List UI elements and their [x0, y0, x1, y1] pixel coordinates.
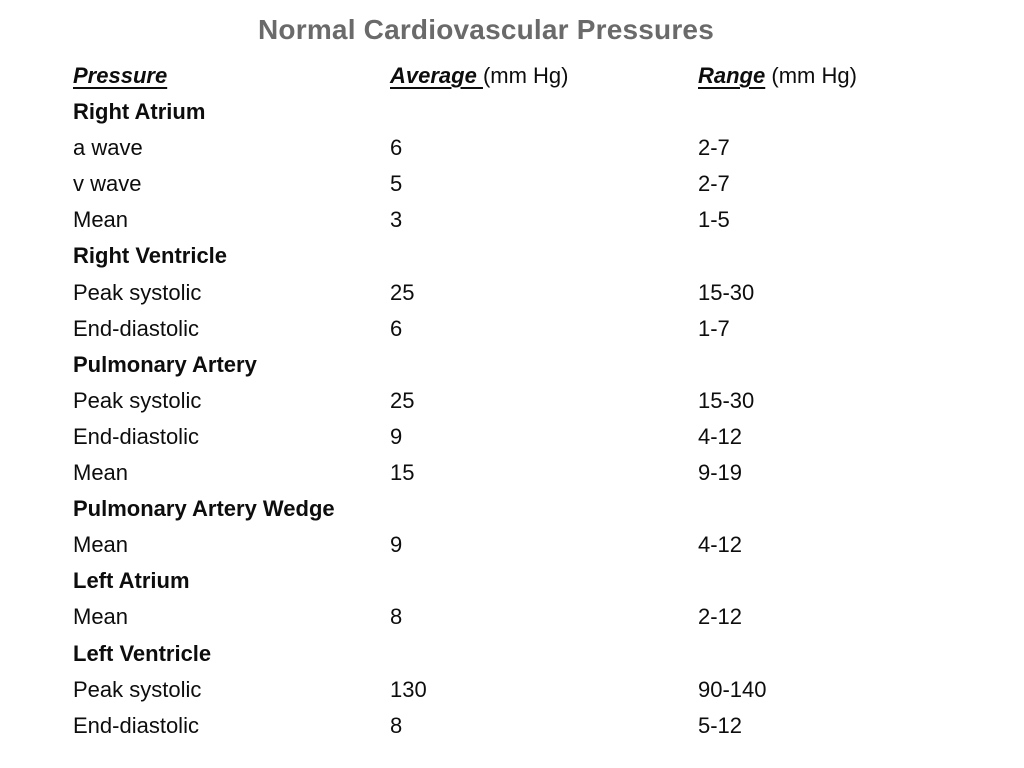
header-cell-range: Range (mm Hg)	[698, 58, 1014, 94]
row-range: 4-12	[698, 532, 743, 558]
row-label: Left Atrium	[73, 568, 190, 594]
row-average: 25	[390, 279, 415, 305]
table-row: Peak systolic 25 15-30	[73, 383, 1014, 419]
row-label: Pulmonary Artery	[73, 351, 257, 377]
row-range: 15-30	[698, 279, 755, 305]
table-row: Mean 9 4-12	[73, 527, 1014, 563]
table-row: v wave 5 2-7	[73, 166, 1014, 202]
section-row-right-ventricle: Right Ventricle	[73, 238, 1014, 274]
header-cell-average: Average (mm Hg)	[390, 58, 698, 94]
row-label: Peak systolic	[73, 279, 202, 305]
header-pressure-label: Pressure	[73, 63, 168, 88]
row-label: Peak systolic	[73, 387, 202, 413]
row-label: Mean	[73, 532, 129, 558]
row-range	[698, 94, 1014, 130]
table-row: a wave 6 2-7	[73, 130, 1014, 166]
row-range: 9-19	[698, 460, 743, 486]
row-average: 9	[390, 423, 403, 449]
row-label: Mean	[73, 604, 129, 630]
row-range	[698, 563, 1014, 599]
row-average: 8	[390, 712, 403, 738]
table-row: Peak systolic 25 15-30	[73, 275, 1014, 311]
row-label: Left Ventricle	[73, 640, 212, 666]
row-average	[390, 563, 698, 599]
row-average	[390, 491, 698, 527]
row-range: 2-7	[698, 171, 730, 197]
section-row-left-atrium: Left Atrium	[73, 563, 1014, 599]
section-row-pulmonary-artery: Pulmonary Artery	[73, 347, 1014, 383]
table-header-row: Pressure Average (mm Hg) Range (mm Hg)	[73, 58, 1014, 94]
table-row: Mean 3 1-5	[73, 202, 1014, 238]
header-average-unit: (mm Hg)	[482, 63, 569, 88]
row-average: 15	[390, 460, 415, 486]
row-label: v wave	[73, 171, 142, 197]
row-range: 1-5	[698, 207, 730, 233]
row-label: End-diastolic	[73, 423, 199, 449]
row-label: Right Ventricle	[73, 243, 228, 269]
row-range: 5-12	[698, 712, 743, 738]
header-cell-pressure: Pressure	[73, 58, 390, 94]
row-range	[698, 636, 1014, 672]
row-average: 9	[390, 532, 403, 558]
row-range: 2-12	[698, 604, 743, 630]
row-label: a wave	[73, 135, 143, 161]
row-range: 15-30	[698, 387, 755, 413]
row-average	[390, 238, 698, 274]
row-range: 1-7	[698, 315, 730, 341]
pressure-table: Pressure Average (mm Hg) Range (mm Hg) R…	[73, 58, 1014, 744]
table-row: Mean 8 2-12	[73, 599, 1014, 635]
row-label: End-diastolic	[73, 315, 199, 341]
table-row: Mean 15 9-19	[73, 455, 1014, 491]
header-range-label: Range	[698, 63, 766, 88]
row-average: 25	[390, 387, 415, 413]
row-average	[390, 94, 698, 130]
row-range	[698, 238, 1014, 274]
row-label: Mean	[73, 460, 129, 486]
row-average	[390, 636, 698, 672]
table-row: End-diastolic 6 1-7	[73, 311, 1014, 347]
header-range-unit: (mm Hg)	[765, 63, 857, 88]
row-average: 3	[390, 207, 403, 233]
row-range: 4-12	[698, 423, 743, 449]
row-label: End-diastolic	[73, 712, 199, 738]
row-range	[698, 491, 1014, 527]
table-row: Peak systolic 130 90-140	[73, 672, 1014, 708]
row-label: Right Atrium	[73, 99, 206, 125]
slide-title: Normal Cardiovascular Pressures	[258, 14, 714, 45]
row-average: 5	[390, 171, 403, 197]
table-row: End-diastolic 8 5-12	[73, 708, 1014, 744]
row-range: 90-140	[698, 676, 767, 702]
row-average	[390, 347, 698, 383]
row-average: 130	[390, 676, 427, 702]
row-label: Mean	[73, 207, 129, 233]
section-row-left-ventricle: Left Ventricle	[73, 636, 1014, 672]
row-range: 2-7	[698, 135, 730, 161]
row-range	[698, 347, 1014, 383]
row-label: Peak systolic	[73, 676, 202, 702]
table-row: End-diastolic 9 4-12	[73, 419, 1014, 455]
section-row-right-atrium: Right Atrium	[73, 94, 1014, 130]
section-row-pulmonary-artery-wedge: Pulmonary Artery Wedge	[73, 491, 1014, 527]
header-average-label: Average	[390, 63, 483, 88]
row-average: 6	[390, 315, 403, 341]
row-average: 8	[390, 604, 403, 630]
row-average: 6	[390, 135, 403, 161]
row-label: Pulmonary Artery Wedge	[73, 496, 335, 522]
